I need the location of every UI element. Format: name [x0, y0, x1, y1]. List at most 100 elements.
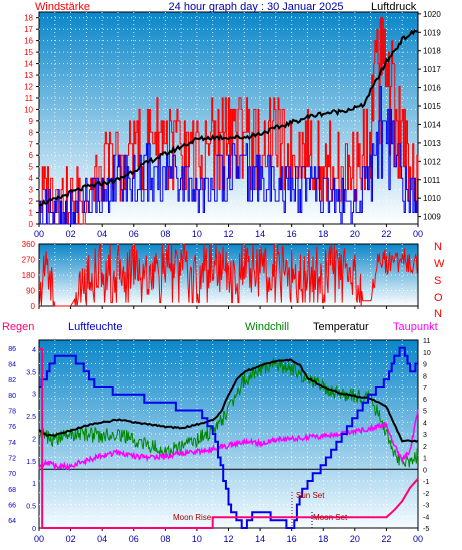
- y-tick-label: 4: [29, 174, 34, 183]
- x-tick-label: 12: [223, 534, 233, 544]
- regen-label: Regen: [2, 321, 34, 333]
- humidity-tick-label: 64: [8, 518, 16, 525]
- x-tick-label: 00: [413, 534, 423, 544]
- x-tick-label: 22: [381, 534, 391, 544]
- temp-tick-label: 9: [423, 362, 427, 369]
- x-tick-label: 04: [97, 534, 107, 544]
- compass-label: N: [434, 241, 442, 253]
- x-tick-label: 08: [160, 534, 170, 544]
- x-tick-label: 06: [129, 229, 139, 239]
- y-tick-label: 90: [26, 287, 35, 296]
- x-tick-label: 00: [413, 229, 423, 239]
- y-tick-label: 11: [25, 94, 34, 103]
- windchill-label: Windchill: [245, 321, 289, 333]
- temp-tick-label: 6: [423, 397, 427, 404]
- panel-wind-direction-series: [38, 242, 419, 307]
- humidity-tick-label: 68: [8, 487, 16, 494]
- rain-tick-label: 2: [32, 436, 36, 443]
- temp-tick-label: -1: [423, 479, 429, 486]
- x-tick-label: 20: [350, 229, 360, 239]
- x-tick-label: 20: [350, 534, 360, 544]
- x-tick-label: 18: [318, 534, 328, 544]
- y-tick-label: 6: [29, 151, 34, 160]
- compass-label: W: [434, 258, 445, 270]
- y2-tick-label: 1019: [423, 28, 441, 37]
- compass-label: S: [434, 275, 441, 287]
- y-tick-label: 9: [29, 117, 34, 126]
- x-tick-label: 08: [160, 229, 170, 239]
- panel-temperature-grid: [39, 340, 418, 528]
- temp-tick-label: 11: [423, 338, 430, 345]
- temperatur-series: [38, 358, 419, 443]
- y-tick-label: 0: [31, 302, 36, 311]
- y-tick-label: 8: [29, 128, 34, 137]
- humidity-tick-label: 72: [8, 456, 16, 463]
- x-tick-label: 02: [66, 534, 76, 544]
- luftfeuchte-series: [39, 346, 418, 529]
- humidity-tick-label: 86: [8, 346, 16, 353]
- sun-set-annotation: Sun Set: [296, 491, 325, 500]
- chart-title: 24 hour graph day : 30 Januar 2025: [169, 1, 344, 13]
- temp-tick-label: 2: [423, 444, 427, 451]
- x-tick-label: 14: [255, 534, 265, 544]
- rain-tick-label: 0: [32, 526, 36, 533]
- luftdruck-label: Luftdruck: [371, 1, 417, 13]
- y-tick-label: 270: [22, 256, 36, 265]
- rain-tick-label: 1.5: [26, 459, 36, 466]
- y2-tick-label: 1012: [423, 157, 441, 166]
- y-tick-label: 3: [29, 186, 34, 195]
- y-tick-label: 0: [29, 220, 34, 229]
- humidity-tick-label: 82: [8, 377, 16, 384]
- y-tick-label: 10: [24, 105, 33, 114]
- rain-tick-label: 1: [32, 481, 36, 488]
- y-tick-label: 5: [29, 163, 34, 172]
- y-tick-label: 2: [29, 197, 34, 206]
- panel-wind-pressure-axes: 0123456789101112131415161718100910101011…: [24, 10, 441, 239]
- windchill-series: [38, 357, 419, 468]
- moon-set-annotation: Moon Set: [313, 513, 348, 522]
- rain-tick-label: 3.5: [26, 369, 36, 376]
- humidity-tick-label: 76: [8, 424, 16, 431]
- panel-temperature-series: [38, 346, 419, 529]
- x-tick-label: 04: [97, 229, 107, 239]
- temp-tick-label: -5: [423, 526, 429, 533]
- y-tick-label: 18: [24, 14, 33, 23]
- x-tick-label: 00: [34, 229, 44, 239]
- humidity-tick-label: 70: [8, 471, 16, 478]
- rain-tick-label: 4: [32, 347, 36, 354]
- humidity-tick-label: 74: [8, 440, 16, 447]
- x-tick-label: 10: [192, 534, 202, 544]
- y-tick-label: 180: [22, 271, 36, 280]
- temp-tick-label: -3: [423, 503, 429, 510]
- temp-tick-label: 5: [423, 409, 427, 416]
- x-tick-label: 10: [192, 229, 202, 239]
- y-tick-label: 360: [22, 240, 36, 249]
- humidity-tick-label: 84: [8, 362, 16, 369]
- windstaerke-label: Windstärke: [35, 1, 90, 13]
- x-tick-label: 18: [318, 229, 328, 239]
- x-tick-label: 00: [34, 534, 44, 544]
- temp-tick-label: 8: [423, 373, 427, 380]
- moon-rise-annotation: Moon Rise: [173, 513, 212, 522]
- x-tick-label: 02: [66, 229, 76, 239]
- temp-tick-label: 3: [423, 432, 427, 439]
- y-tick-label: 12: [24, 82, 33, 91]
- luftfeuchte-label: Luftfeuchte: [68, 321, 122, 333]
- temp-tick-label: 4: [423, 420, 427, 427]
- panel-wind-pressure-series: [38, 17, 419, 225]
- rain-tick-label: 2.5: [26, 414, 36, 421]
- y-tick-label: 7: [29, 140, 34, 149]
- y2-tick-label: 1009: [423, 213, 441, 222]
- x-tick-label: 12: [223, 229, 233, 239]
- temp-tick-label: -4: [423, 514, 429, 521]
- y-tick-label: 16: [24, 37, 33, 46]
- y-tick-label: 1: [29, 209, 34, 218]
- x-tick-label: 16: [287, 229, 297, 239]
- x-tick-label: 14: [255, 229, 265, 239]
- y-tick-label: 15: [24, 48, 33, 57]
- windstaerke-mean-series: [39, 86, 418, 225]
- x-tick-label: 16: [287, 534, 297, 544]
- rain-tick-label: 0.5: [26, 504, 36, 511]
